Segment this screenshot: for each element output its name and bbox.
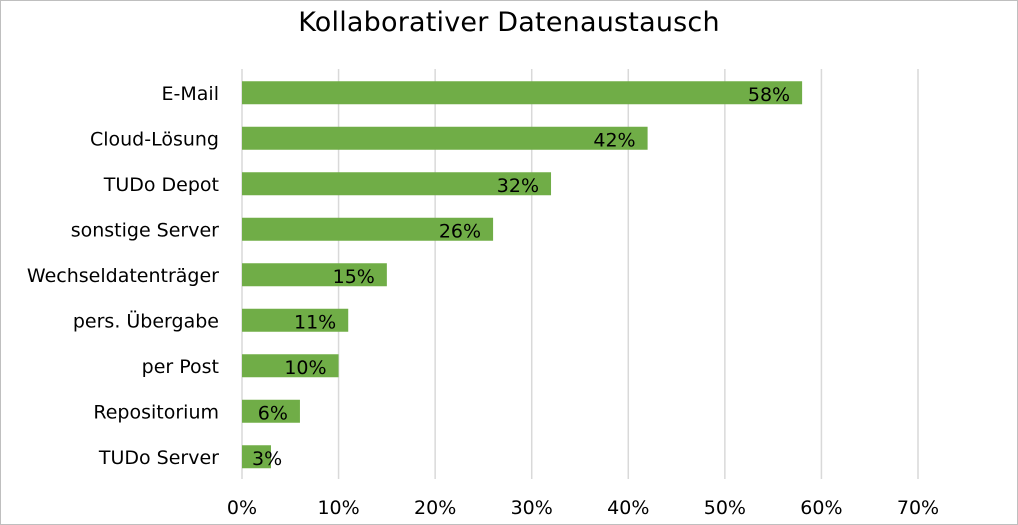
bar-4 (242, 263, 387, 287)
bar-1 (242, 126, 648, 150)
x-tick-label-0: 0% (227, 497, 257, 519)
data-label-3: 26% (439, 220, 481, 242)
bar-3 (242, 217, 494, 241)
x-tick-label-10: 10% (317, 497, 359, 519)
category-label-6: per Post (142, 356, 219, 378)
bar-2 (242, 172, 552, 196)
category-label-2: TUDo Depot (103, 174, 219, 196)
labels: 0% 10% 20% 30% 40% 50% 60% 70% E-Mail 58% Cloud-Lö… (27, 83, 939, 519)
data-label-7: 6% (258, 402, 288, 424)
data-label-5: 11% (294, 311, 336, 333)
data-label-8: 3% (252, 448, 282, 470)
bar-5 (242, 308, 349, 332)
x-tick-label-70: 70% (897, 497, 939, 519)
category-label-8: TUDo Server (98, 447, 219, 469)
x-tick-label-50: 50% (704, 497, 746, 519)
data-label-4: 15% (333, 266, 375, 288)
data-label-6: 10% (284, 357, 326, 379)
bars (242, 81, 803, 469)
x-tick-label-40: 40% (607, 497, 649, 519)
category-label-5: pers. Übergabe (73, 309, 219, 332)
bar-0 (242, 81, 803, 105)
x-tick-label-30: 30% (511, 497, 553, 519)
bar-6 (242, 354, 339, 378)
data-label-0: 58% (748, 84, 790, 106)
category-label-0: E-Mail (162, 83, 219, 105)
category-label-3: sonstige Server (71, 219, 219, 241)
data-label-1: 42% (593, 129, 635, 151)
chart-title: Kollaborativer Datenaustausch (298, 7, 720, 38)
category-label-7: Repositorium (93, 401, 219, 423)
category-label-4: Wechseldatenträger (27, 265, 219, 287)
x-tick-label-20: 20% (414, 497, 456, 519)
data-label-2: 32% (497, 175, 539, 197)
bar-8 (242, 445, 271, 469)
bar-7 (242, 399, 300, 423)
category-label-1: Cloud-Lösung (90, 128, 219, 150)
x-tick-label-60: 60% (800, 497, 842, 519)
